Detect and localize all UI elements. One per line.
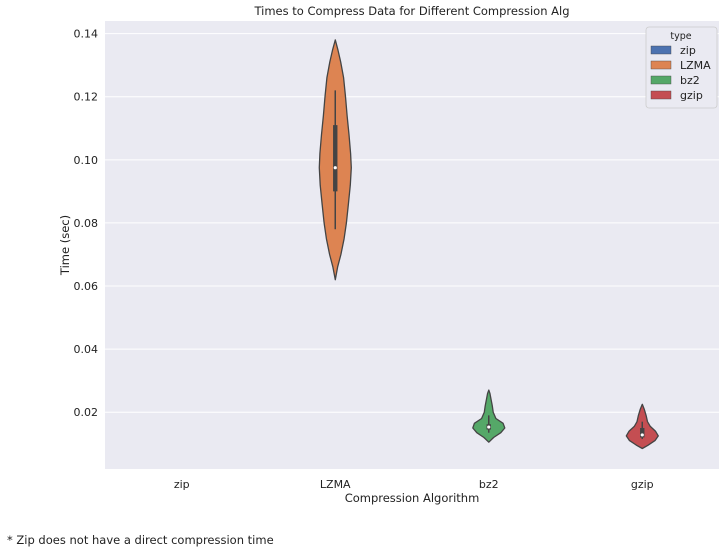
legend-label-bz2: bz2	[680, 74, 700, 87]
chart-title: Times to Compress Data for Different Com…	[253, 4, 569, 18]
legend: type zip LZMA bz2 gzip	[645, 26, 718, 109]
y-tick-label: 0.08	[74, 217, 99, 230]
y-tick-label: 0.06	[74, 280, 99, 293]
legend-label-zip: zip	[680, 44, 696, 57]
y-tick-label: 0.04	[74, 343, 99, 356]
x-tick-label: bz2	[479, 478, 499, 491]
violin-median-gzip	[640, 433, 644, 437]
y-tick-label: 0.02	[74, 406, 99, 419]
y-tick-label: 0.12	[74, 91, 99, 104]
violin-median-bz2	[487, 425, 491, 429]
plot-background	[105, 21, 719, 469]
y-tick-label: 0.10	[74, 154, 99, 167]
y-axis-label: Time (sec)	[58, 215, 72, 276]
footnote: * Zip does not have a direct compression…	[7, 533, 274, 547]
legend-swatch-zip	[650, 45, 672, 55]
y-tick-label: 0.14	[74, 28, 99, 41]
violin-median-lzma	[333, 166, 337, 170]
legend-swatch-lzma	[650, 60, 672, 70]
legend-items: zip LZMA bz2 gzip	[650, 44, 711, 102]
grid-lines	[105, 33, 719, 413]
x-tick-labels: zip LZMA bz2 gzip	[174, 478, 654, 491]
legend-swatch-gzip	[650, 90, 672, 100]
x-axis-label: Compression Algorithm	[345, 491, 480, 505]
x-tick-label: gzip	[631, 478, 654, 491]
violin-box-gzip	[640, 427, 645, 438]
violins	[318, 39, 659, 450]
violin-box-lzma	[333, 125, 338, 192]
legend-title: type	[670, 31, 691, 42]
x-tick-label: zip	[174, 478, 190, 491]
x-tick-label: LZMA	[320, 478, 351, 491]
y-tick-labels: 0.02 0.04 0.06 0.08 0.10 0.12 0.14	[74, 28, 99, 420]
legend-label-lzma: LZMA	[680, 59, 711, 72]
legend-swatch-bz2	[650, 75, 672, 85]
legend-label-gzip: gzip	[680, 89, 703, 102]
